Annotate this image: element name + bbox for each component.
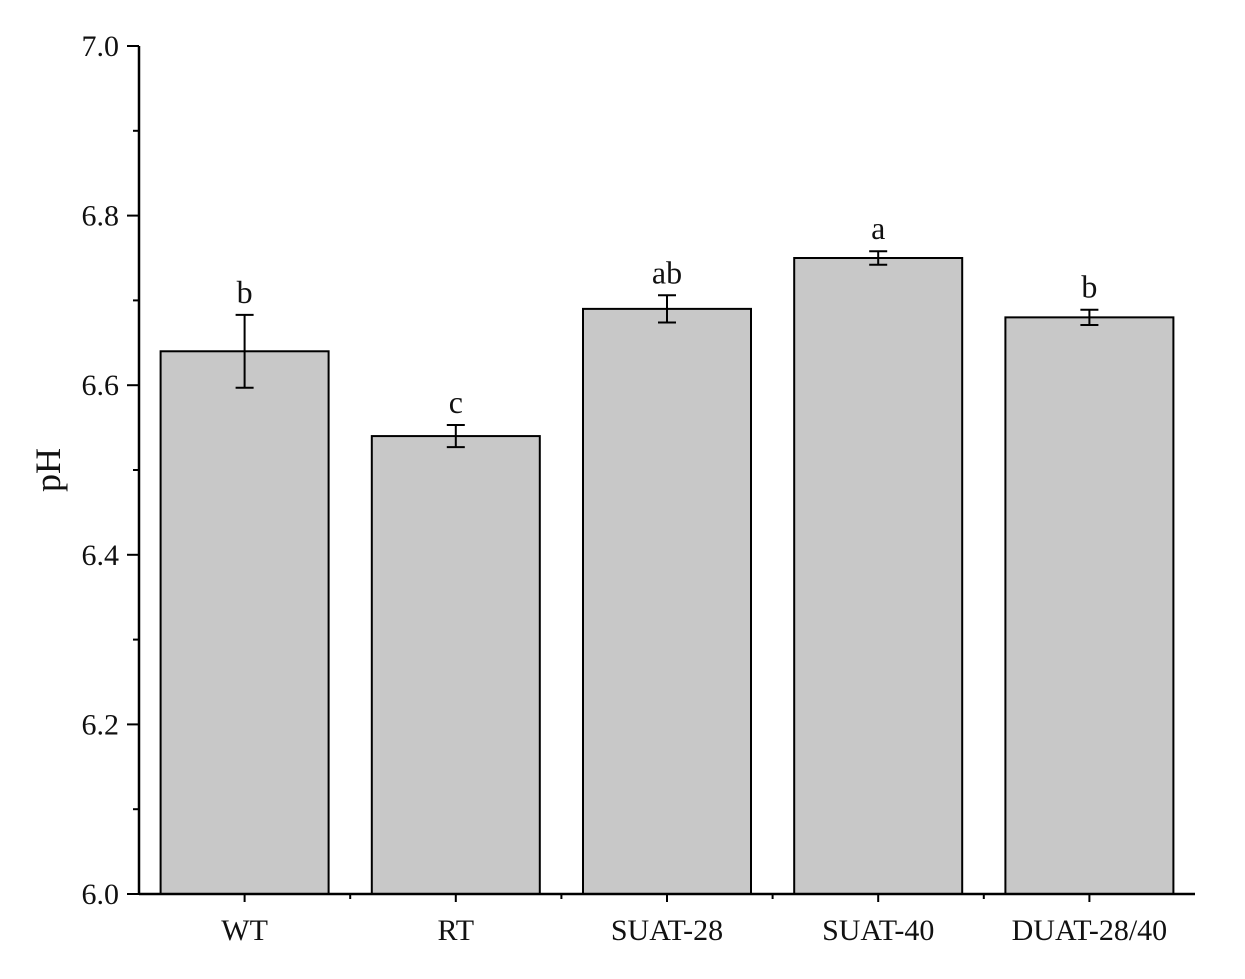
significance-label: b (237, 274, 253, 310)
x-tick-label: SUAT-28 (611, 914, 723, 947)
bar-rt (370, 435, 541, 895)
plot-area: b WT c RT ab SUAT-28 a SUAT-40 b DUAT-28/40 6.0 6.2… (82, 30, 1195, 947)
significance-label: ab (652, 254, 682, 290)
significance-label: c (449, 384, 463, 420)
y-tick-label: 6.8 (82, 200, 120, 233)
bar-suat-28 (582, 307, 752, 895)
y-tick-label: 6.0 (82, 878, 120, 911)
x-tick-label: DUAT-28/40 (1012, 914, 1168, 947)
significance-label: a (871, 210, 885, 246)
bar-wt (159, 350, 330, 895)
bar-suat-40 (793, 257, 964, 895)
x-tick-label: SUAT-40 (822, 914, 934, 947)
y-tick-label: 7.0 (82, 30, 120, 63)
x-tick-label: WT (221, 914, 268, 947)
bar-duat-28-40 (1004, 316, 1175, 895)
y-axis-title: pH (28, 448, 68, 492)
significance-label: b (1081, 269, 1097, 305)
y-tick-label: 6.4 (82, 539, 120, 572)
x-tick-label: RT (438, 914, 475, 947)
y-tick-label: 6.2 (82, 708, 120, 741)
y-tick-label: 6.6 (82, 369, 120, 402)
